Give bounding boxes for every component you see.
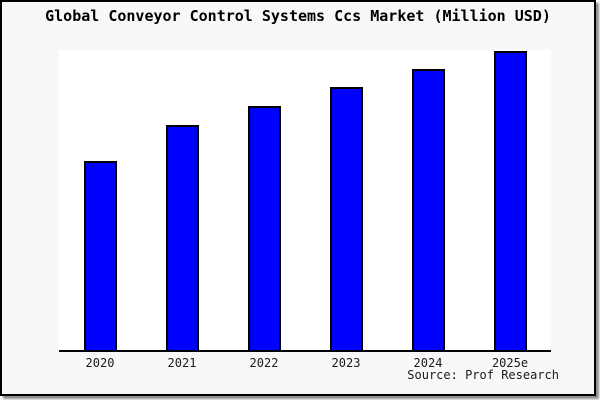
- bar-2022: [247, 106, 281, 350]
- bar-column-2020: [59, 50, 141, 350]
- bar-series: [59, 50, 551, 350]
- x-tick-label-2021: 2021: [167, 356, 197, 370]
- x-tick-label-2024: 2024: [413, 356, 443, 370]
- x-tick-label-2022: 2022: [249, 356, 279, 370]
- bar-column-2025e: [469, 50, 551, 350]
- bar-2020: [83, 161, 117, 350]
- x-tick-label-2020: 2020: [85, 356, 115, 370]
- bar-column-2021: [141, 50, 223, 350]
- bar-column-2024: [387, 50, 469, 350]
- source-credit: Source: Prof Research: [407, 368, 559, 382]
- chart-title: Global Conveyor Control Systems Ccs Mark…: [45, 7, 551, 25]
- plot-area: [59, 50, 551, 352]
- x-tick-label-2025e: 2025e: [491, 356, 529, 370]
- bar-column-2022: [223, 50, 305, 350]
- bar-2023: [329, 87, 363, 350]
- bar-2025e: [493, 51, 527, 350]
- x-axis-labels: 2020 2021 2022 2023 2024 2025e: [59, 356, 551, 370]
- x-tick-label-2023: 2023: [331, 356, 361, 370]
- bar-2021: [165, 125, 199, 350]
- bar-2024: [411, 69, 445, 350]
- bar-column-2023: [305, 50, 387, 350]
